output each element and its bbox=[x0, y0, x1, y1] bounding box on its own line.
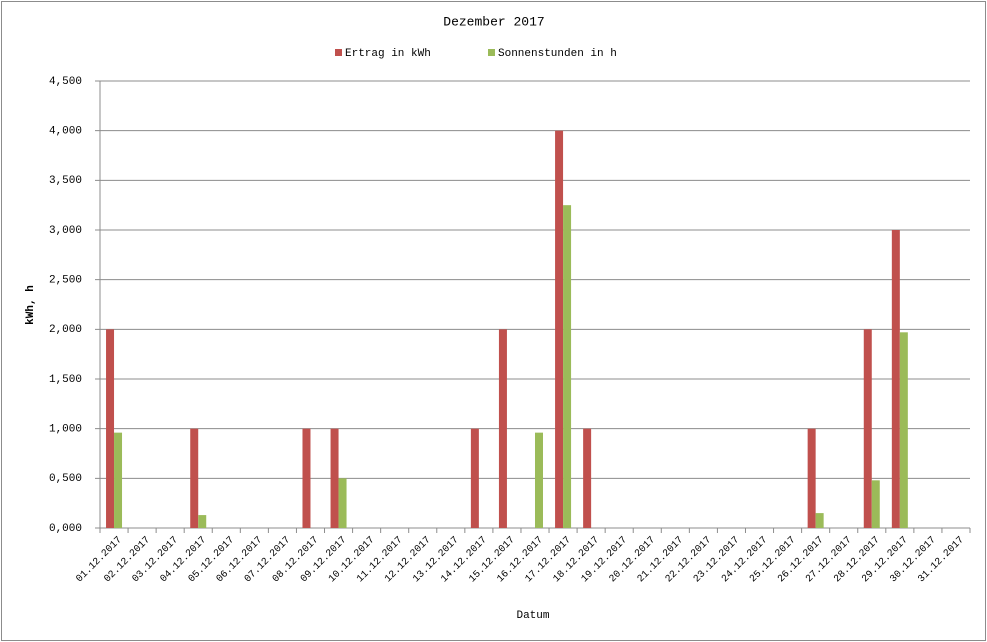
bar bbox=[899, 332, 908, 528]
bar bbox=[555, 130, 564, 528]
bar bbox=[863, 329, 872, 528]
x-axis-title: Datum bbox=[516, 610, 549, 622]
bar bbox=[498, 329, 507, 528]
y-tick-label: 3,500 bbox=[49, 175, 82, 187]
y-tick-label: 2,000 bbox=[49, 324, 82, 336]
y-tick-label: 4,000 bbox=[49, 126, 82, 138]
y-tick-label: 3,000 bbox=[49, 225, 82, 237]
chart-title: Dezember 2017 bbox=[443, 14, 544, 29]
y-tick-label: 0,000 bbox=[49, 523, 82, 535]
legend-label: Ertrag in kWh bbox=[345, 48, 431, 60]
legend-label: Sonnenstunden in h bbox=[498, 48, 617, 60]
bar bbox=[583, 428, 592, 528]
legend: Ertrag in kWh Sonnenstunden in h bbox=[335, 48, 617, 60]
bar bbox=[807, 428, 816, 528]
y-tick-label: 2,500 bbox=[49, 275, 82, 287]
legend-swatch bbox=[488, 49, 495, 56]
bar bbox=[302, 428, 311, 528]
bar bbox=[815, 513, 824, 528]
bar bbox=[891, 230, 900, 528]
bar bbox=[871, 480, 880, 528]
bar bbox=[330, 428, 339, 528]
legend-swatch bbox=[335, 49, 342, 56]
y-tick-label: 1,500 bbox=[49, 374, 82, 386]
bar bbox=[338, 478, 347, 528]
bar bbox=[470, 428, 479, 528]
bar bbox=[114, 432, 123, 528]
y-tick-label: 0,500 bbox=[49, 473, 82, 485]
y-axis-title: kWh, h bbox=[25, 285, 37, 325]
bar bbox=[535, 432, 543, 528]
y-tick-label: 1,000 bbox=[49, 424, 82, 436]
bar bbox=[563, 205, 572, 528]
bar bbox=[190, 428, 199, 528]
y-tick-label: 4,500 bbox=[49, 76, 82, 88]
bar bbox=[198, 515, 207, 528]
bar bbox=[106, 329, 115, 528]
